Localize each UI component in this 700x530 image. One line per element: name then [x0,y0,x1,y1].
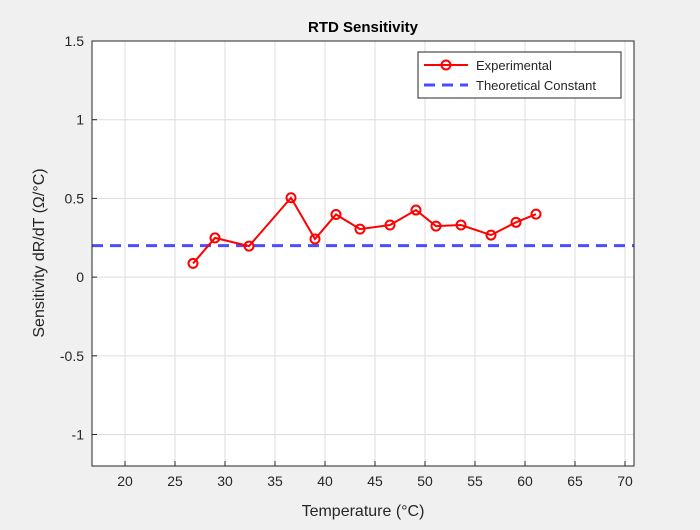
y-tick-label: 0 [76,269,84,285]
x-tick-label: 20 [117,473,133,489]
experimental-point [243,240,255,252]
x-tick-label: 25 [167,473,183,489]
experimental-point [510,216,522,228]
chart-title: RTD Sensitivity [308,19,419,36]
x-tick-label: 65 [567,473,583,489]
legend-marker-experimental [440,59,452,71]
axes-box [91,40,635,467]
y-axis-label: Sensitivity dR/dT (Ω/°C) [31,168,48,337]
experimental-point [354,223,366,235]
legend: Experimental Theoretical Constant [417,51,622,99]
y-tick-label: 0.5 [65,190,85,206]
y-tick-label: -0.5 [60,348,84,364]
experimental-point [530,208,542,220]
plot-area [92,41,634,466]
x-tick-label: 70 [617,473,633,489]
experimental-point [384,219,396,231]
legend-box [417,51,622,99]
experimental-point [455,219,467,231]
x-tick-label: 45 [367,473,383,489]
x-tick-label: 35 [267,473,283,489]
y-tick-label: -1 [72,427,85,443]
experimental-point [187,257,199,269]
legend-label-experimental: Experimental [476,58,552,73]
y-tick-label: 1 [76,112,84,128]
experimental-point [410,204,422,216]
experimental-point [285,192,297,204]
x-tick-label: 55 [467,473,483,489]
experimental-point [209,232,221,244]
experimental-point [485,229,497,241]
y-tick-label: 1.5 [65,33,85,49]
ticks: 20 25 30 35 40 45 50 55 60 65 70 -1 -0.5 0 0.5 1 1.5 [60,33,633,489]
x-axis-label: Temperature (°C) [302,503,425,520]
x-tick-label: 40 [317,473,333,489]
experimental-point [430,220,442,232]
x-tick-label: 30 [217,473,233,489]
legend-label-theoretical: Theoretical Constant [476,78,596,93]
experimental-point [309,233,321,245]
series [92,192,634,269]
x-tick-label: 50 [417,473,433,489]
experimental-point [330,208,342,220]
x-tick-label: 60 [517,473,533,489]
